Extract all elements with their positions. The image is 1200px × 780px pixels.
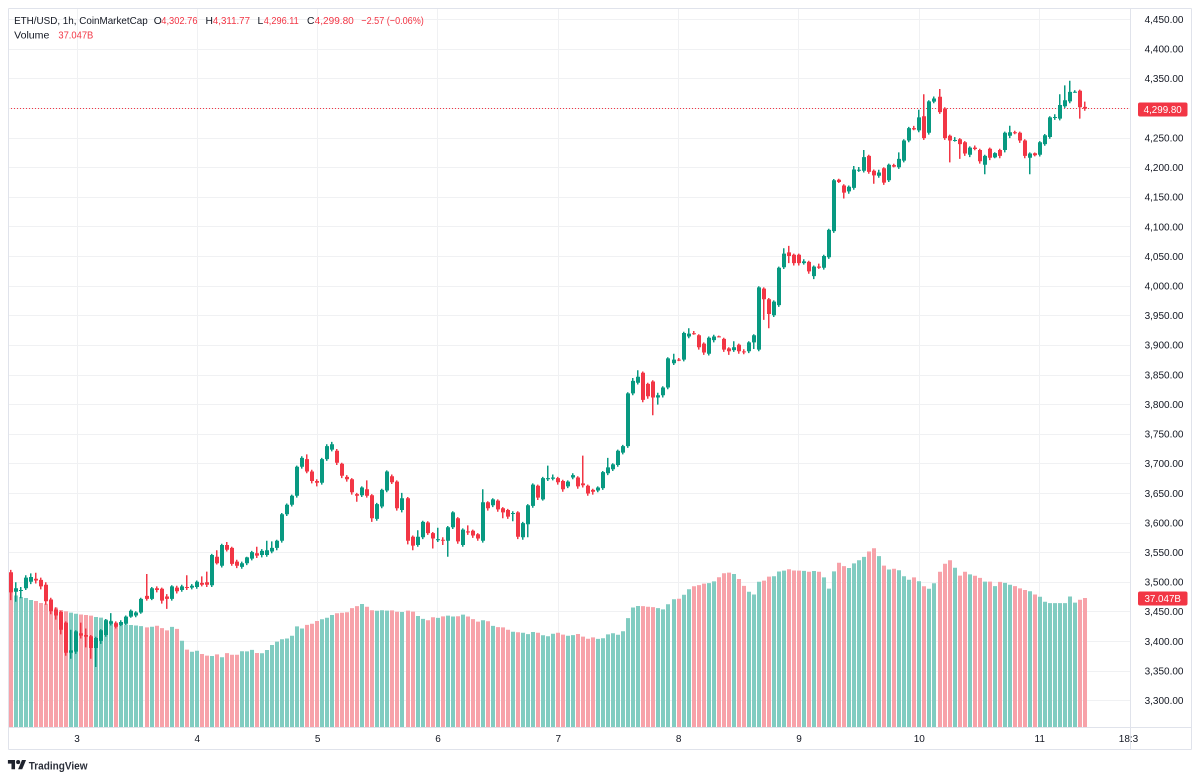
- svg-text:O: O: [154, 16, 162, 27]
- svg-text:3,750.00: 3,750.00: [1145, 430, 1184, 441]
- svg-text:3,900.00: 3,900.00: [1145, 341, 1184, 352]
- svg-text:4,350.00: 4,350.00: [1145, 74, 1184, 85]
- svg-text:3,850.00: 3,850.00: [1145, 370, 1184, 381]
- svg-text:TradingView: TradingView: [29, 761, 88, 773]
- svg-text:37.047B: 37.047B: [58, 31, 93, 42]
- svg-text:6: 6: [435, 734, 441, 745]
- svg-text:4,100.00: 4,100.00: [1145, 222, 1184, 233]
- svg-text:4,296.11: 4,296.11: [264, 16, 299, 27]
- svg-text:4: 4: [195, 734, 201, 745]
- svg-text:3,350.00: 3,350.00: [1145, 666, 1184, 677]
- svg-text:9: 9: [796, 734, 802, 745]
- svg-text:3,500.00: 3,500.00: [1145, 578, 1184, 589]
- svg-text:C: C: [307, 16, 315, 27]
- svg-text:4,150.00: 4,150.00: [1145, 193, 1184, 204]
- svg-text:4,400.00: 4,400.00: [1145, 45, 1184, 56]
- svg-text:8: 8: [676, 734, 682, 745]
- svg-text:7: 7: [556, 734, 562, 745]
- svg-text:3,800.00: 3,800.00: [1145, 400, 1184, 411]
- svg-text:3,650.00: 3,650.00: [1145, 489, 1184, 500]
- svg-text:3,400.00: 3,400.00: [1145, 637, 1184, 648]
- svg-text:4,299.80: 4,299.80: [315, 16, 354, 27]
- svg-text:37.047B: 37.047B: [1144, 594, 1181, 605]
- svg-text:3,450.00: 3,450.00: [1145, 607, 1184, 618]
- svg-text:Volume: Volume: [14, 31, 50, 42]
- svg-text:4,450.00: 4,450.00: [1145, 15, 1184, 26]
- svg-text:3,700.00: 3,700.00: [1145, 459, 1184, 470]
- svg-text:11: 11: [1035, 734, 1046, 745]
- svg-text:H: H: [206, 16, 213, 27]
- svg-text:4,311.77: 4,311.77: [213, 16, 250, 27]
- svg-text:3,550.00: 3,550.00: [1145, 548, 1184, 559]
- svg-text:−2.57 (−0.06%): −2.57 (−0.06%): [361, 16, 424, 27]
- svg-text:4,200.00: 4,200.00: [1145, 163, 1184, 174]
- svg-text:18:3: 18:3: [1119, 734, 1139, 745]
- svg-text:4,302.76: 4,302.76: [161, 16, 197, 27]
- svg-text:3,950.00: 3,950.00: [1145, 311, 1184, 322]
- svg-text:3: 3: [74, 734, 80, 745]
- svg-text:ETH/USD, 1h, CoinMarketCap: ETH/USD, 1h, CoinMarketCap: [14, 16, 148, 27]
- svg-text:4,050.00: 4,050.00: [1145, 252, 1184, 263]
- svg-text:3,600.00: 3,600.00: [1145, 518, 1184, 529]
- svg-text:L: L: [258, 16, 264, 27]
- svg-text:3,300.00: 3,300.00: [1145, 696, 1184, 707]
- svg-text:10: 10: [914, 734, 926, 745]
- svg-text:5: 5: [315, 734, 321, 745]
- svg-text:4,000.00: 4,000.00: [1145, 282, 1184, 293]
- svg-text:4,250.00: 4,250.00: [1145, 133, 1184, 144]
- svg-text:4,299.80: 4,299.80: [1144, 105, 1183, 116]
